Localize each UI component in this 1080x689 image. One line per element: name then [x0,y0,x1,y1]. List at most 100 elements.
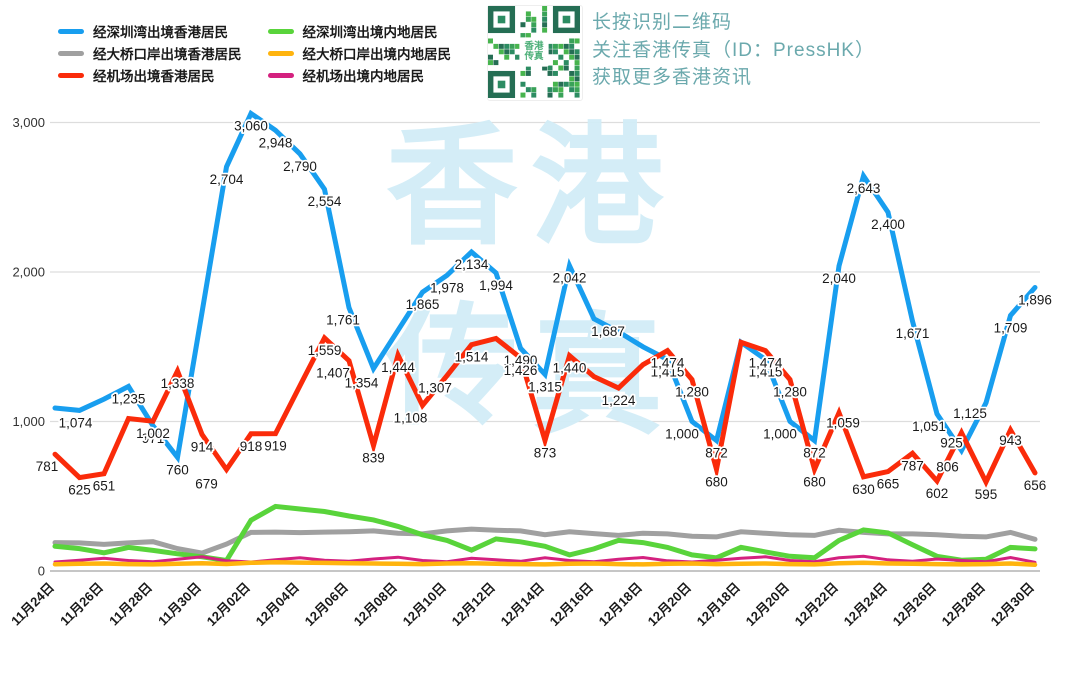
legend-item-gray[interactable]: 经大桥口岸出境香港居民 [58,42,242,64]
qr-module [569,54,575,60]
qr-logo-text: 香港 [523,40,544,52]
y-tick-label: 2,000 [12,265,45,280]
qr-module [525,65,531,71]
qr-module [552,49,558,55]
qr-module [488,54,493,60]
data-label-blue: 2,134 [455,257,489,272]
series-line-magenta [53,554,1037,564]
data-label-red: 1,559 [308,343,342,358]
x-tick-label: 11月26日 [57,580,106,629]
qr-module [493,43,499,49]
y-tick-label: 0 [38,564,45,579]
qr-module [552,87,558,93]
qr-module [563,43,569,49]
qr-finder-dot [497,15,506,24]
data-label-red: 839 [362,451,385,466]
legend-dash-red [58,72,84,78]
qr-module [569,49,575,55]
qr-module [515,43,521,49]
data-label-blue: 1,865 [406,297,440,312]
qr-module [504,43,510,49]
data-label-red: 1,307 [418,381,452,396]
x-tick-label: 12月16日 [547,580,596,629]
promo-line-3: 获取更多香港资讯 [592,67,753,88]
series-line-orange [52,560,1038,567]
data-label-blue: 2,040 [822,271,856,286]
legend-item-green[interactable]: 经深圳湾出境内地居民 [267,20,452,42]
watermark-char: 港 [531,113,665,260]
qr-module [558,65,564,71]
qr-module [558,43,564,49]
qr-module [574,81,580,87]
data-label-red: 787 [901,458,924,473]
x-tick-label: 11月30日 [155,580,204,629]
data-label-blue: 1,671 [896,326,930,341]
qr-module [569,43,575,49]
qr-module [563,65,569,71]
data-label-blue: 1,000 [763,427,797,442]
data-label-red: 943 [999,433,1022,448]
qr-module [569,70,575,76]
qr-module [520,81,526,87]
data-label-red: 918 [240,439,263,454]
data-label-red: 1,474 [651,356,685,371]
data-label-blue: 2,948 [259,135,293,150]
legend-item-blue[interactable]: 经深圳湾出境香港居民 [58,20,242,42]
data-label-red: 665 [877,477,900,492]
data-label-blue: 872 [705,446,728,461]
data-label-red: 595 [975,487,998,502]
data-label-blue: 971 [142,431,165,446]
qr-code: 香港 传真 [487,5,583,101]
data-label-blue: 806 [936,460,959,475]
x-tick-label: 12月20日 [743,580,792,629]
data-label-red: 925 [940,436,963,451]
data-label-blue: 872 [803,446,826,461]
qr-module [488,38,493,44]
qr-module [520,22,526,28]
legend-label: 经深圳湾出境香港居民 [93,25,228,40]
qr-module [525,16,531,22]
qr-module [547,49,553,55]
legend: 经深圳湾出境香港居民经大桥口岸出境香港居民 经机场出境香港居民 经深圳湾出境内地居民… [58,20,451,86]
data-label-red: 679 [195,476,218,491]
data-label-blue: 1,761 [326,313,360,328]
data-label-red: 914 [191,439,214,454]
data-label-red: 680 [705,474,728,489]
qr-module [563,60,569,66]
qr-module [542,11,548,17]
data-label-red: 602 [926,486,949,501]
qr-module [531,22,537,28]
qr-module [552,70,558,76]
qr-module [558,54,564,60]
data-label-red: 1,059 [826,416,860,431]
qr-module [542,16,548,22]
data-label-red: 1,280 [773,385,807,400]
qr-module [552,43,558,49]
x-tick-label: 12月20日 [645,580,694,629]
qr-module [569,81,575,87]
x-tick-label: 12月22日 [792,580,841,629]
legend-label: 经大桥口岸出境内地居民 [302,47,452,62]
qr-logo-text: 传真 [523,50,544,62]
legend-item-magenta[interactable]: 经机场出境内地居民 [267,64,452,86]
qr-module [525,70,531,76]
qr-module [488,60,493,66]
legend-item-orange[interactable]: 经大桥口岸出境内地居民 [267,42,452,64]
data-label-blue: 1,125 [953,406,987,421]
x-tick-label: 12月24日 [841,580,890,629]
x-tick-label: 12月10日 [400,580,449,629]
watermark-char: 香 [386,113,518,260]
data-label-blue: 760 [166,462,189,477]
qr-module [531,16,537,22]
qr-module [504,49,510,55]
qr-module [574,60,580,66]
data-label-red: 1,224 [602,393,636,408]
x-tick-label: 12月18日 [694,580,743,629]
qr-module [520,33,526,39]
data-label-red: 919 [264,439,287,454]
data-label-blue: 1,235 [112,391,146,406]
data-label-red: 781 [36,459,59,474]
legend-item-red[interactable]: 经机场出境香港居民 [58,64,242,86]
qr-module [509,43,515,49]
